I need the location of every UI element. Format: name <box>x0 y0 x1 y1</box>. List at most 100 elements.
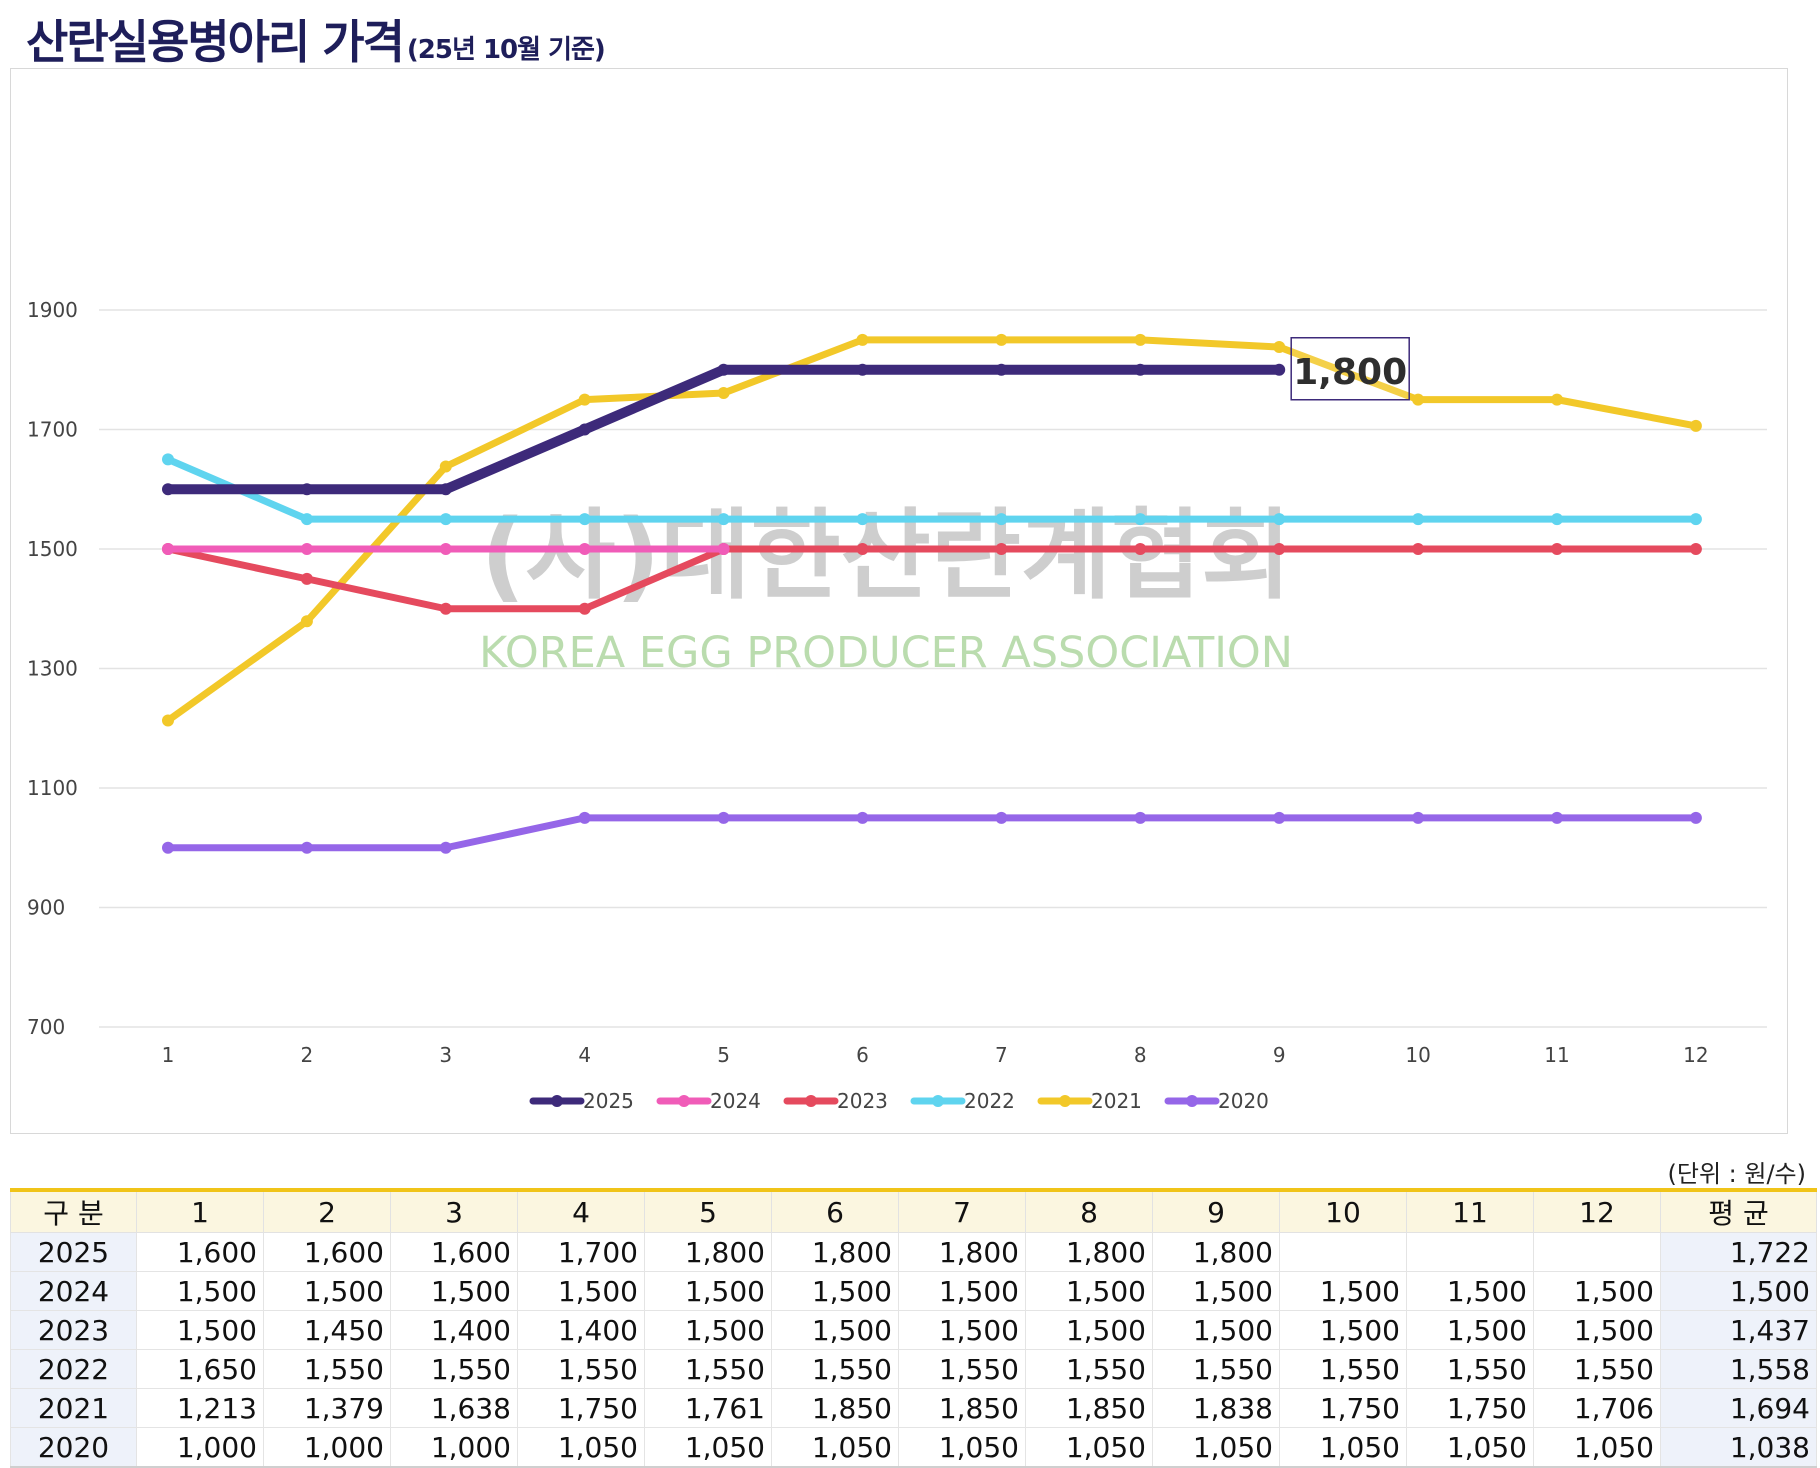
series-2024 <box>162 543 730 555</box>
y-tick-label: 700 <box>27 1015 65 1039</box>
y-tick-label: 1300 <box>27 657 78 681</box>
data-point <box>578 513 591 526</box>
data-point <box>578 543 591 555</box>
data-point <box>300 615 313 628</box>
table-cell: 1,050 <box>1406 1427 1534 1468</box>
data-point <box>578 393 591 406</box>
table-cell: 1,800 <box>898 1232 1026 1272</box>
table-cell: 1,500 <box>771 1271 899 1311</box>
y-tick-label: 1900 <box>27 298 78 322</box>
data-point <box>1551 393 1563 406</box>
table-cell: 1,800 <box>644 1232 772 1272</box>
table-cell: 1,600 <box>263 1232 391 1272</box>
legend-marker <box>678 1095 690 1107</box>
table-cell: 1,000 <box>390 1427 518 1468</box>
y-tick-label: 900 <box>27 896 65 920</box>
table-cell: 1,500 <box>1406 1310 1534 1350</box>
table-header-row: 구 분 1 2 3 4 5 6 7 8 9 10 11 12 평 균 <box>10 1189 1817 1233</box>
data-point <box>300 483 313 496</box>
table-cell <box>1279 1232 1407 1272</box>
data-point <box>995 811 1008 824</box>
table-cell: 1,550 <box>263 1349 391 1389</box>
watermark: (사)대한산란계협회 KOREA EGG PRODUCER ASSOCIATIO… <box>479 499 1293 678</box>
data-point <box>1551 543 1563 555</box>
table-cell: 1,550 <box>644 1349 772 1389</box>
row-year: 2021 <box>10 1388 137 1428</box>
table-cell: 1,500 <box>390 1271 518 1311</box>
page-title: 산란실용병아리 가격 (25년 10월 기준) <box>26 6 606 69</box>
watermark-english: KOREA EGG PRODUCER ASSOCIATION <box>479 628 1293 678</box>
table-cell: 1,550 <box>1152 1349 1280 1389</box>
data-point <box>162 841 174 854</box>
table-cell: 1,500 <box>136 1310 264 1350</box>
data-point <box>1273 363 1286 376</box>
series-line-2020 <box>164 814 1700 852</box>
table-cell <box>1533 1232 1661 1272</box>
table-cell: 1,850 <box>898 1388 1026 1428</box>
table-cell: 1,550 <box>1533 1349 1661 1389</box>
row-year: 2022 <box>10 1349 137 1389</box>
data-point <box>300 572 313 585</box>
table-cell: 1,761 <box>644 1388 772 1428</box>
data-point <box>439 543 452 555</box>
table-cell: 1,838 <box>1152 1388 1280 1428</box>
table-cell: 1,850 <box>1025 1388 1153 1428</box>
legend-item-2020: 2020 <box>1164 1089 1269 1113</box>
header-month: 5 <box>644 1189 772 1233</box>
row-year: 2023 <box>10 1310 137 1350</box>
row-average: 1,558 <box>1660 1349 1817 1389</box>
data-point <box>1273 543 1286 555</box>
table-cell: 1,500 <box>644 1271 772 1311</box>
header-month: 12 <box>1533 1189 1661 1233</box>
data-point <box>717 811 730 824</box>
table-cell: 1,450 <box>263 1310 391 1350</box>
header-month: 2 <box>263 1189 391 1233</box>
table-row: 2025 1,600 1,600 1,600 1,700 1,800 1,800 1,800 1… <box>10 1232 1817 1272</box>
table-cell: 1,500 <box>263 1271 391 1311</box>
data-point <box>1134 333 1147 346</box>
data-point <box>995 333 1008 346</box>
row-average: 1,437 <box>1660 1310 1817 1350</box>
data-point <box>439 483 452 496</box>
data-point <box>1273 513 1286 526</box>
data-point <box>1689 513 1702 526</box>
legend-label: 2025 <box>583 1089 634 1113</box>
header-month: 3 <box>390 1189 518 1233</box>
data-point <box>995 513 1008 526</box>
legend-marker <box>1186 1095 1198 1107</box>
legend-marker <box>551 1095 563 1107</box>
data-point <box>995 363 1008 376</box>
y-tick-label: 1100 <box>27 776 78 800</box>
data-point <box>995 543 1008 555</box>
series-2025 <box>162 363 1286 496</box>
table-cell: 1,500 <box>1533 1310 1661 1350</box>
series-2020 <box>162 811 1702 854</box>
table-cell: 1,550 <box>771 1349 899 1389</box>
data-point <box>1551 513 1563 526</box>
price-table: 구 분 1 2 3 4 5 6 7 8 9 10 11 12 평 균 2025 1,600 1,600 1,60… <box>10 1188 1817 1468</box>
data-point <box>717 387 730 400</box>
legend: 2025 2024 2023 2022 2021 2020 <box>529 1089 1269 1113</box>
data-point <box>1134 543 1147 555</box>
header-category: 구 분 <box>10 1189 137 1233</box>
table-cell: 1,050 <box>644 1427 772 1468</box>
legend-label: 2021 <box>1091 1089 1142 1113</box>
data-point <box>717 543 730 555</box>
annotation-box <box>1290 337 1410 401</box>
x-tick-label: 10 <box>1405 1043 1430 1067</box>
data-point <box>1412 393 1425 406</box>
data-point <box>439 602 452 615</box>
table-row: 2021 1,213 1,379 1,638 1,750 1,761 1,850 1,850 1… <box>10 1388 1817 1428</box>
legend-item-2021: 2021 <box>1037 1089 1142 1113</box>
row-year: 2024 <box>10 1271 137 1311</box>
legend-item-2025: 2025 <box>529 1089 634 1113</box>
data-point <box>1273 811 1286 824</box>
legend-marker <box>932 1095 944 1107</box>
header-month: 8 <box>1025 1189 1153 1233</box>
table-cell: 1,500 <box>136 1271 264 1311</box>
table-cell: 1,800 <box>1025 1232 1153 1272</box>
table-cell: 1,638 <box>390 1388 518 1428</box>
x-tick-label: 9 <box>1273 1043 1286 1067</box>
table-cell <box>1406 1232 1534 1272</box>
